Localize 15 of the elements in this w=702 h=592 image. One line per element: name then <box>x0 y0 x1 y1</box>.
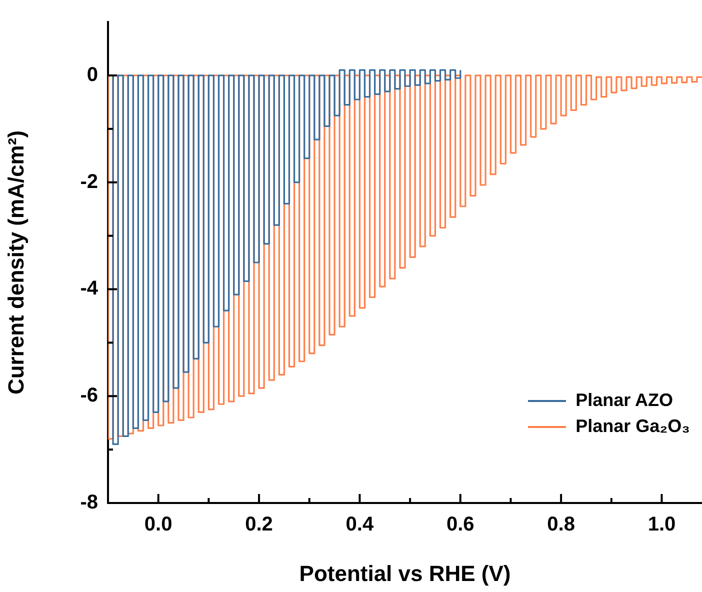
y-tick-label: -2 <box>80 170 98 193</box>
x-tick-label: 0.8 <box>547 514 575 536</box>
y-tick-label: -6 <box>80 384 98 407</box>
x-tick-label: 0.0 <box>144 514 172 536</box>
x-tick-label: 0.4 <box>346 514 374 536</box>
x-axis-title: Potential vs RHE (V) <box>299 560 511 586</box>
x-tick-label: 1.0 <box>648 514 676 536</box>
legend-label: Planar AZO <box>576 390 673 412</box>
y-tick-label: 0 <box>86 64 98 86</box>
legend-label: Planar Ga₂O₃ <box>576 416 690 438</box>
x-tick-label: 0.2 <box>245 514 273 536</box>
x-tick-label: 0.6 <box>446 514 474 536</box>
y-tick-label: -4 <box>80 278 99 300</box>
y-axis-title: Current density (mA/cm²) <box>3 130 28 395</box>
y-tick-label: -8 <box>80 492 98 514</box>
